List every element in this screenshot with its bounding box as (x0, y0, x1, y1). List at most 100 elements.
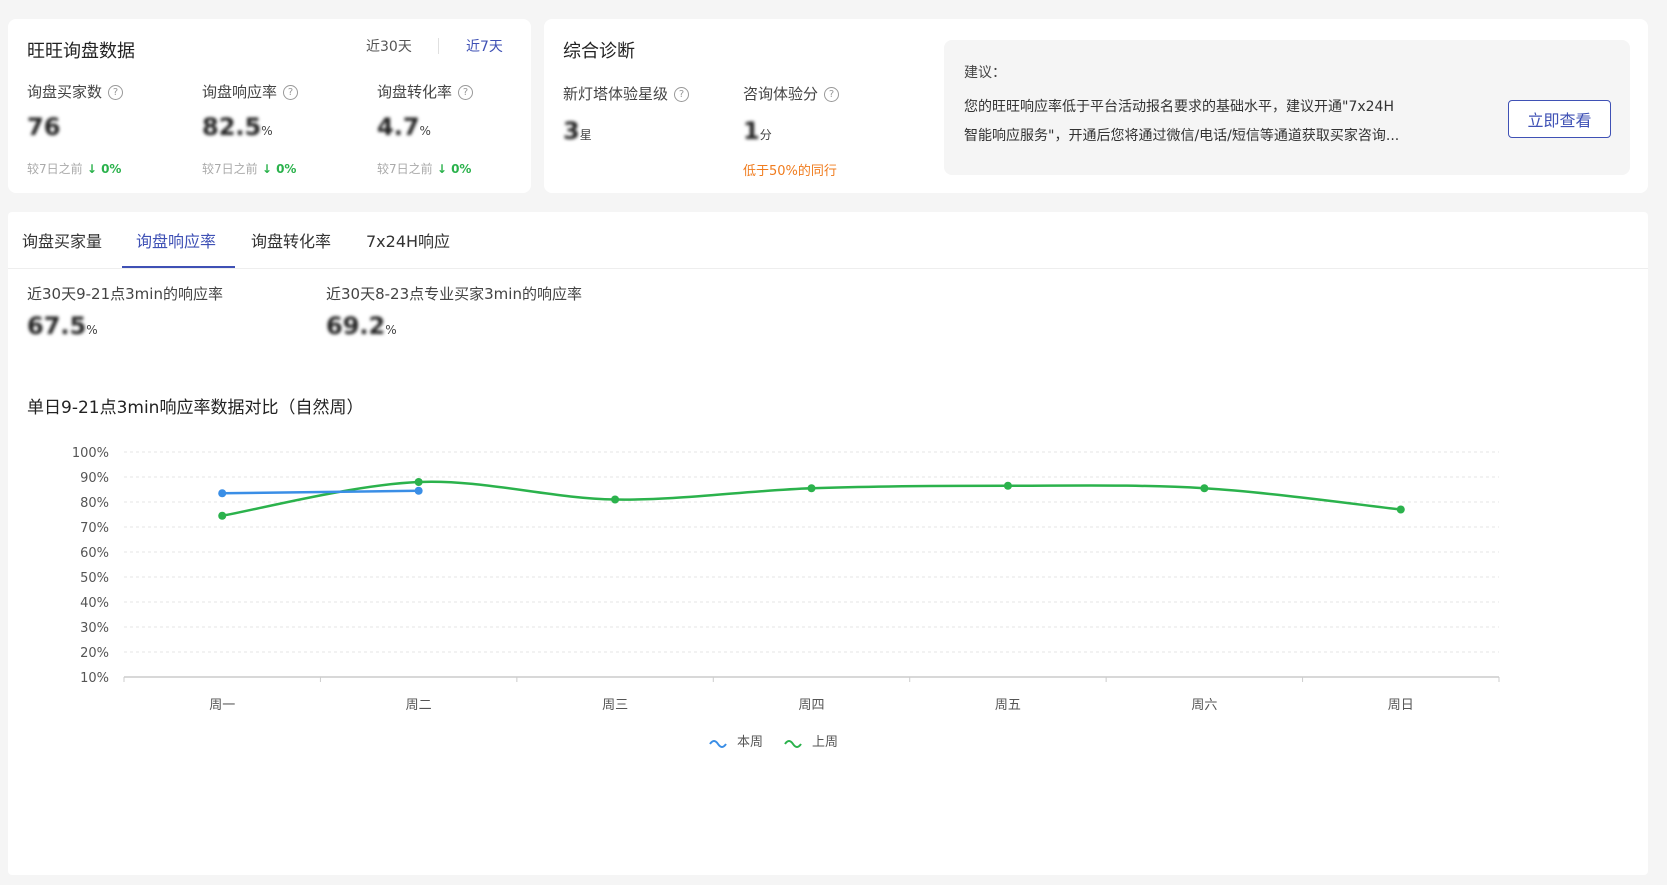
legend-label[interactable]: 上周 (812, 735, 838, 750)
metric-value: 82.5% (202, 113, 273, 141)
range-tab-7d[interactable]: 近7天 (466, 39, 503, 55)
metric-number: 76 (27, 113, 61, 141)
inquiry-card: 旺旺询盘数据 近30天 近7天 询盘买家数? 76 较7日之前 ↓ 0% 询盘响应率?… (8, 19, 531, 193)
range-divider (438, 38, 439, 54)
x-tick-label: 周六 (1191, 698, 1217, 713)
x-tick-label: 周二 (406, 698, 432, 713)
metric-label: 询盘买家数? (27, 81, 124, 102)
inquiry-title: 旺旺询盘数据 (27, 41, 135, 62)
series-line-this-week (222, 489, 419, 495)
metric-compare: 较7日之前 ↓ 0% (202, 160, 296, 177)
arrow-down-icon: ↓ (82, 162, 102, 176)
compare-change: 0% (276, 162, 297, 176)
metric-label-text: 询盘响应率 (202, 83, 278, 101)
data-point[interactable] (414, 478, 423, 486)
metric-label-text: 新灯塔体验星级 (563, 85, 669, 103)
help-icon[interactable]: ? (108, 85, 124, 100)
y-tick-label: 40% (80, 596, 109, 611)
metric-unit: 星 (579, 128, 592, 142)
data-point[interactable] (218, 511, 227, 520)
y-tick-label: 20% (80, 646, 109, 661)
compare-change: 0% (451, 162, 472, 176)
metric-label-text: 询盘买家数 (27, 83, 103, 101)
metric-number: 82.5 (202, 113, 262, 141)
active-tab-underline (122, 266, 235, 269)
y-tick-label: 60% (80, 546, 109, 561)
diagnosis-card: 综合诊断 新灯塔体验星级? 3星 咨询体验分? 1分低于50%的同行 建议： 您的旺旺… (544, 19, 1648, 193)
metric-label-text: 询盘转化率 (377, 83, 453, 101)
summary-unit: % (385, 323, 397, 337)
legend-label[interactable]: 本周 (737, 735, 763, 750)
metric-label: 询盘转化率? (377, 81, 474, 102)
compare-change: 0% (101, 162, 122, 176)
arrow-down-icon: ↓ (432, 162, 452, 176)
metric-number: 1 (743, 117, 760, 145)
metric-value: 3星 (563, 117, 592, 145)
metric-value: 1分 (743, 117, 772, 145)
summary-unit: % (86, 323, 98, 337)
summary-value: 67.5% (27, 312, 98, 340)
y-tick-label: 30% (80, 621, 109, 636)
metric-label-text: 咨询体验分 (743, 85, 819, 103)
arrow-down-icon: ↓ (257, 162, 277, 176)
y-tick-label: 100% (72, 446, 109, 461)
data-point[interactable] (414, 486, 423, 495)
summary-value: 69.2% (326, 312, 397, 340)
metric-value: 4.7% (377, 113, 431, 141)
y-tick-label: 70% (80, 521, 109, 536)
metric-compare: 较7日之前 ↓ 0% (27, 160, 121, 177)
x-tick-label: 周三 (602, 698, 628, 713)
tab-3[interactable]: 询盘转化率 (251, 232, 332, 251)
data-point[interactable] (1396, 505, 1405, 514)
metric-unit: % (261, 124, 273, 138)
y-tick-label: 90% (80, 471, 109, 486)
help-icon[interactable]: ? (674, 87, 690, 102)
suggestion-line-2: 智能响应服务"，开通后您将通过微信/电话/短信等通道获取买家咨询... (964, 128, 1400, 144)
tab-1[interactable]: 询盘买家量 (22, 232, 103, 251)
metric-unit: % (419, 124, 431, 138)
summary-number: 69.2 (326, 312, 386, 340)
tab-4[interactable]: 7x24H响应 (366, 232, 451, 251)
data-point[interactable] (218, 489, 227, 498)
metric-unit: 分 (759, 128, 772, 142)
suggestion-line-1: 您的旺旺响应率低于平台活动报名要求的基础水平，建议开通"7x24H (964, 99, 1394, 115)
help-icon[interactable]: ? (824, 87, 840, 102)
data-point[interactable] (1003, 481, 1012, 490)
legend-line-icon (709, 740, 727, 748)
legend-line-icon (784, 740, 802, 748)
data-point[interactable] (611, 495, 620, 504)
help-icon[interactable]: ? (283, 85, 299, 100)
y-tick-label: 50% (80, 571, 109, 586)
metric-label: 咨询体验分? (743, 83, 840, 104)
metric-value: 76 (27, 113, 60, 141)
help-icon[interactable]: ? (458, 85, 474, 100)
view-now-button[interactable]: 立即查看 (1508, 100, 1611, 138)
compare-label: 较7日之前 (202, 162, 258, 176)
main-panel (8, 212, 1648, 875)
compare-label: 较7日之前 (27, 162, 83, 176)
metric-number: 3 (563, 117, 580, 145)
x-tick-label: 周五 (995, 698, 1021, 713)
y-tick-label: 10% (80, 671, 109, 686)
compare-label: 较7日之前 (377, 162, 433, 176)
data-point[interactable] (807, 484, 816, 493)
metric-label: 询盘响应率? (202, 81, 299, 102)
data-point[interactable] (1200, 484, 1209, 493)
x-tick-label: 周日 (1388, 698, 1414, 713)
summary-number: 67.5 (27, 312, 87, 340)
peer-comparison-note: 低于50%的同行 (743, 164, 837, 179)
metric-label: 新灯塔体验星级? (563, 83, 690, 104)
x-tick-label: 周一 (209, 698, 235, 713)
y-tick-label: 80% (80, 496, 109, 511)
metric-compare: 较7日之前 ↓ 0% (377, 160, 471, 177)
range-tab-30d[interactable]: 近30天 (366, 39, 412, 55)
metric-number: 4.7 (377, 113, 420, 141)
suggestion-heading: 建议： (964, 65, 1006, 81)
tab-2[interactable]: 询盘响应率 (136, 232, 217, 251)
summary-label: 近30天8-23点专业买家3min的响应率 (326, 285, 582, 303)
tabs-divider (8, 268, 1648, 269)
suggestion-box: 建议： 您的旺旺响应率低于平台活动报名要求的基础水平，建议开通"7x24H 智能… (944, 40, 1630, 175)
diagnosis-title: 综合诊断 (563, 41, 635, 62)
chart-title: 单日9-21点3min响应率数据对比（自然周） (27, 398, 364, 418)
